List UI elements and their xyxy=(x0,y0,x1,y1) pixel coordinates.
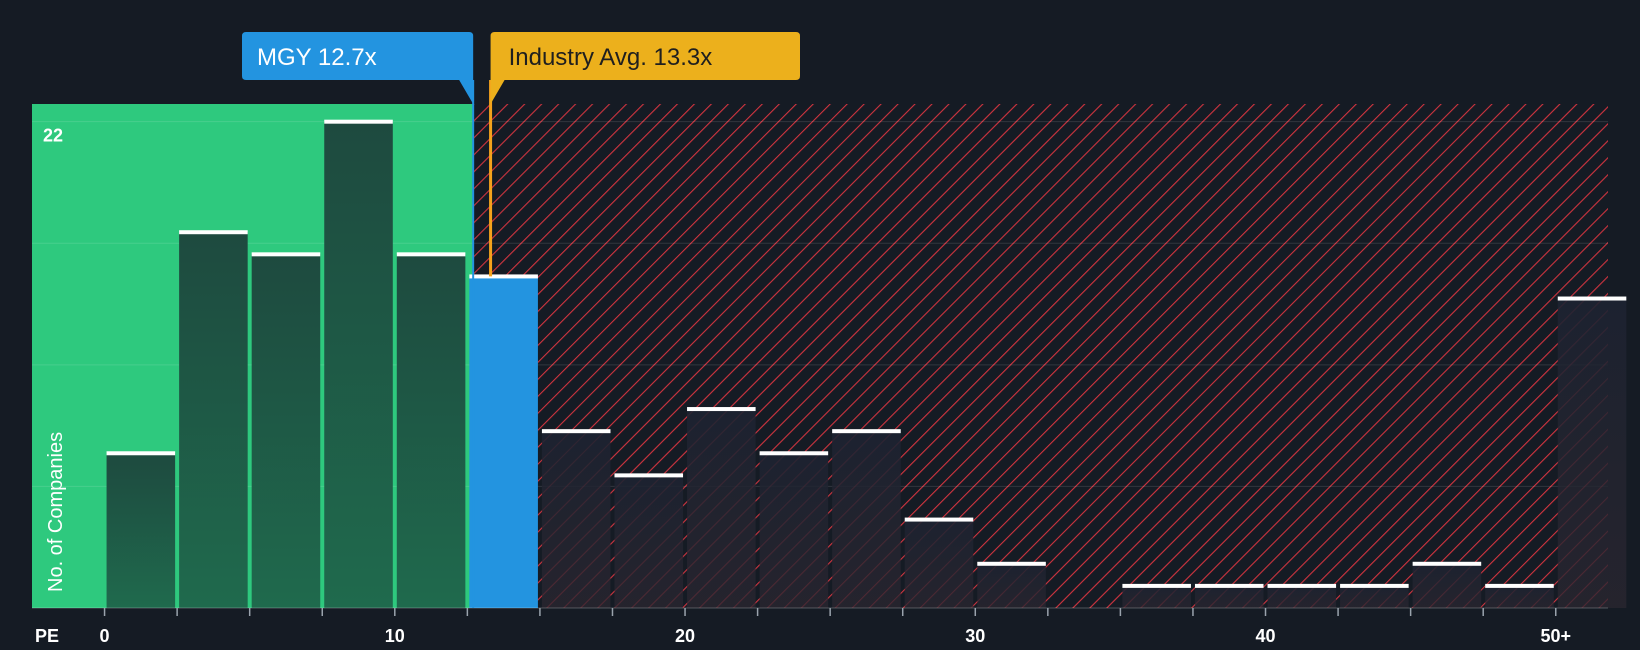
bar-group xyxy=(396,252,466,608)
bar xyxy=(541,431,611,608)
bar-cap xyxy=(977,561,1046,566)
bar-cap xyxy=(832,429,901,434)
x-ticks: 0 10 20 30 40 50+ xyxy=(100,608,1571,646)
bar-group xyxy=(179,230,248,609)
bar-group xyxy=(687,407,756,608)
bar-group xyxy=(904,517,974,608)
bar xyxy=(106,453,176,608)
bar-cap xyxy=(1412,561,1482,566)
company-callout: MGY 12.7x xyxy=(242,32,474,104)
bar-group xyxy=(977,561,1046,608)
bar-group xyxy=(251,252,321,608)
bar-cap xyxy=(1194,583,1264,588)
bar-cap xyxy=(1122,583,1191,588)
bar-group xyxy=(1412,561,1482,608)
bar-group xyxy=(1122,583,1191,608)
industry-callout-label: Industry Avg. 13.3x xyxy=(509,44,713,71)
bar xyxy=(396,254,466,608)
bar-group xyxy=(469,274,538,608)
bar xyxy=(1557,298,1627,608)
bar-cap xyxy=(251,252,321,257)
bar-cap xyxy=(687,407,756,412)
bar-cap xyxy=(396,252,466,257)
x-tick-label: 0 xyxy=(100,626,110,646)
bar-group xyxy=(106,451,176,608)
bar xyxy=(1412,563,1482,608)
company-callout-box xyxy=(242,32,474,104)
bar-group xyxy=(324,119,393,609)
bar xyxy=(251,254,321,608)
bar xyxy=(179,232,248,609)
bar-cap xyxy=(324,119,393,124)
bar xyxy=(614,475,684,608)
company-callout-label: MGY 12.7x xyxy=(257,44,377,71)
bar-cap xyxy=(106,451,176,456)
bar xyxy=(759,453,829,608)
bar xyxy=(1267,585,1337,608)
bar xyxy=(1122,585,1191,608)
bar-cap xyxy=(469,274,538,279)
y-max-tick-label: 22 xyxy=(43,126,63,146)
bar xyxy=(1194,585,1264,608)
bar-group xyxy=(759,451,829,608)
bar xyxy=(324,121,393,609)
bar-cap xyxy=(1485,583,1554,588)
bar-group xyxy=(1194,583,1264,608)
bar-group xyxy=(1485,583,1554,608)
bar xyxy=(687,409,756,608)
bars xyxy=(106,119,1627,609)
bar xyxy=(1485,585,1554,608)
bar xyxy=(1340,585,1409,608)
x-tick-label: 40 xyxy=(1256,626,1276,646)
bar-cap xyxy=(614,473,684,478)
bar-cap xyxy=(904,517,974,522)
bar-cap xyxy=(1267,583,1337,588)
x-tick-label: 10 xyxy=(385,626,405,646)
bar-group xyxy=(614,473,684,608)
bar xyxy=(904,519,974,608)
x-tick-label: 30 xyxy=(965,626,985,646)
x-tick-label: 50+ xyxy=(1540,626,1571,646)
bar-cap xyxy=(1340,583,1409,588)
bar-cap xyxy=(179,230,248,235)
y-axis-title: No. of Companies xyxy=(45,432,67,592)
bar-group xyxy=(1557,296,1627,608)
bar-group xyxy=(832,429,901,608)
bar-cap xyxy=(541,429,611,434)
company-bar xyxy=(469,276,538,608)
bar-group xyxy=(541,429,611,608)
industry-callout: Industry Avg. 13.3x xyxy=(490,32,800,104)
x-axis-title: PE xyxy=(35,626,59,646)
bar-group xyxy=(1340,583,1409,608)
bar-cap xyxy=(1557,296,1627,301)
bar-group xyxy=(1267,583,1337,608)
bar xyxy=(832,431,901,608)
x-tick-label: 20 xyxy=(675,626,695,646)
industry-callout-box xyxy=(490,32,800,104)
bar xyxy=(977,563,1046,608)
bar-cap xyxy=(759,451,829,456)
